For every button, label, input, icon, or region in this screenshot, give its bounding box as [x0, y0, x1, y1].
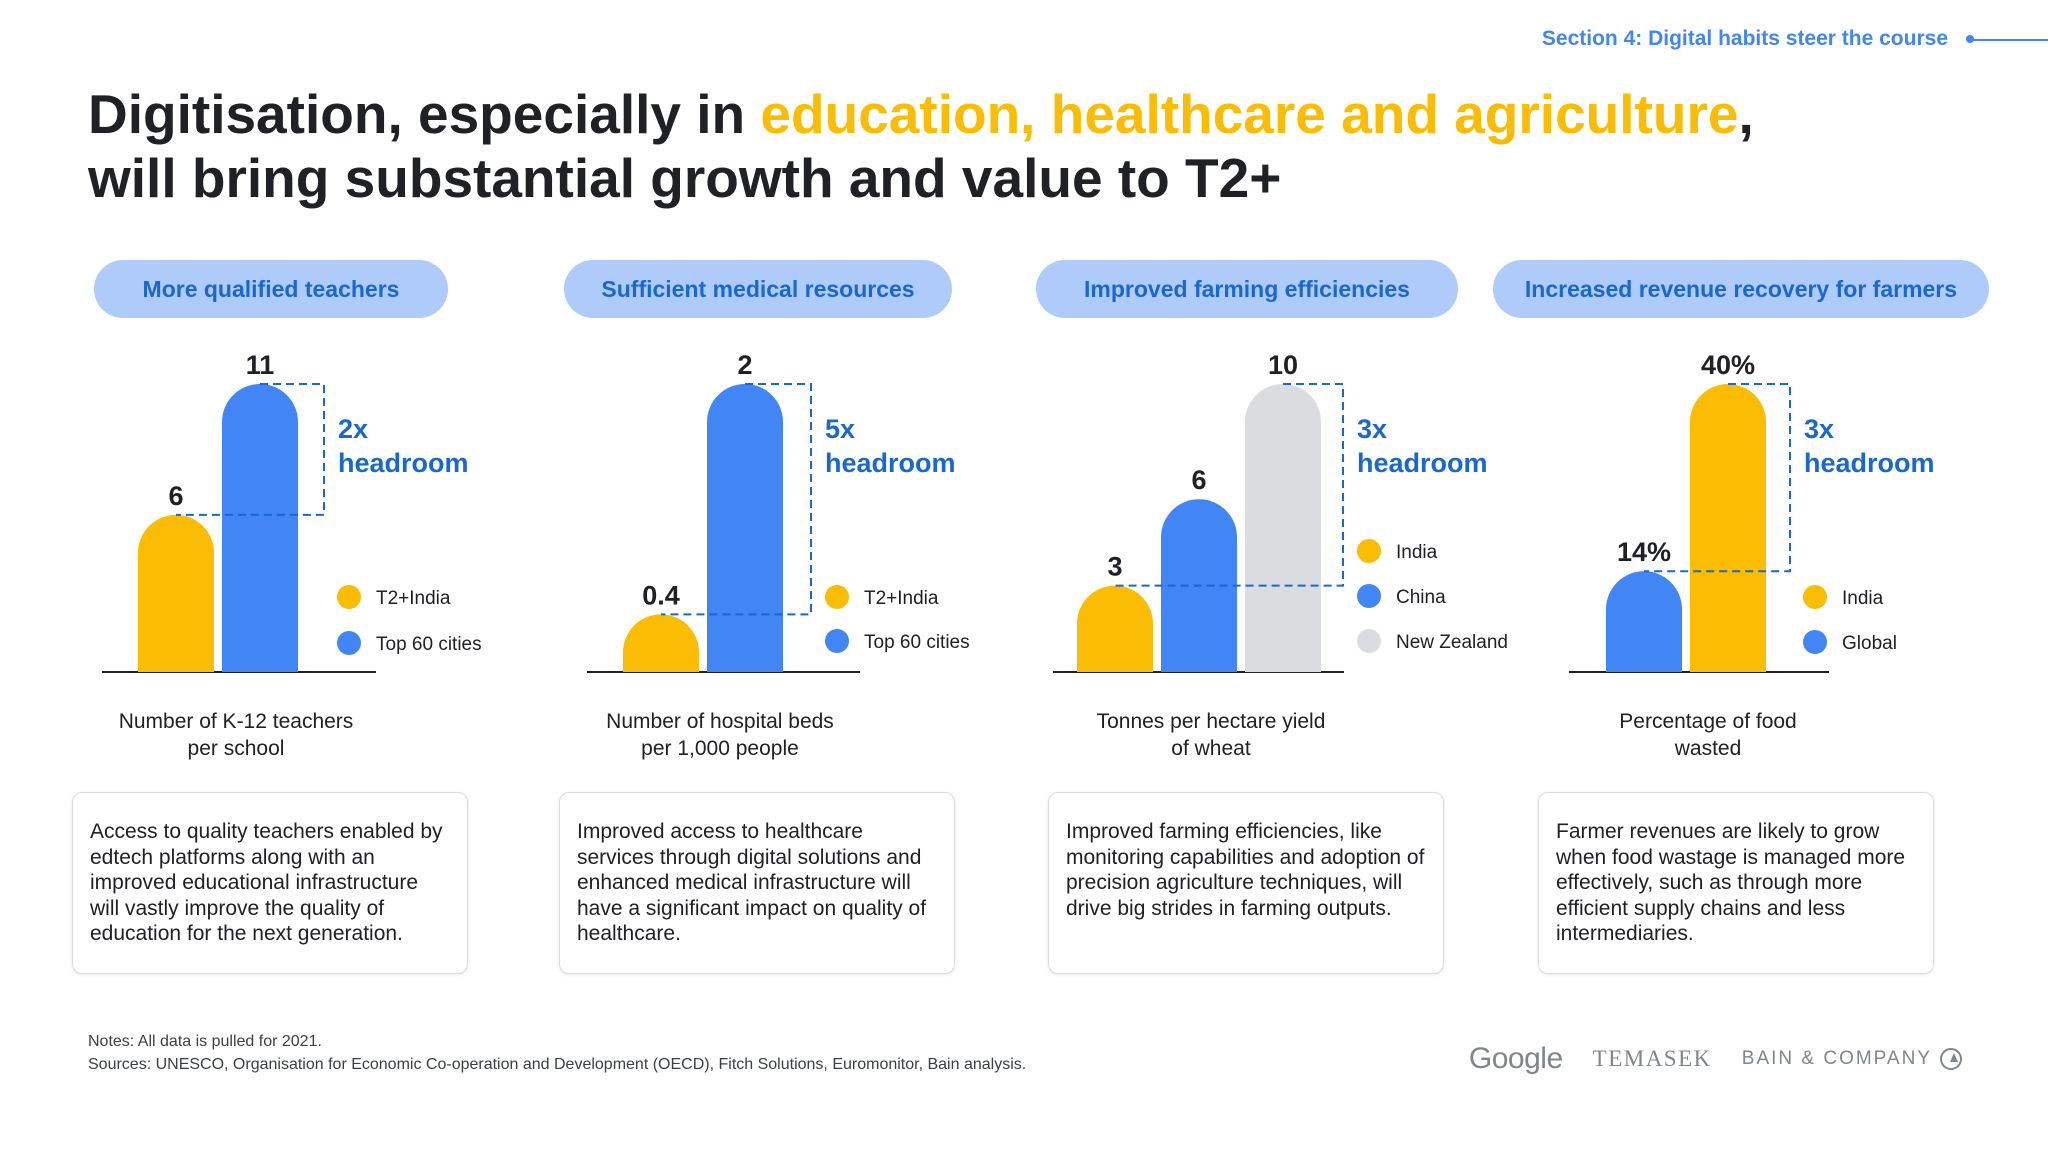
- pill-revenue: Increased revenue recovery for farmers: [1493, 260, 1989, 318]
- caption-medical-l2: per 1,000 people: [641, 737, 799, 760]
- chart-1-headroom-multiplier: 2x: [338, 414, 368, 444]
- chart-1-bar-1: [138, 514, 214, 672]
- title-line2: will bring substantial growth and value …: [88, 147, 1282, 209]
- chart-1-legend-swatch-1: [337, 585, 361, 609]
- chart-1-bar-2: [222, 384, 298, 672]
- section-line: [1972, 39, 2048, 41]
- caption-revenue: Percentage of food wasted: [1548, 708, 1868, 762]
- chart-2-value-label-2: 2: [737, 350, 752, 380]
- card-revenue: Farmer revenues are likely to grow when …: [1538, 792, 1934, 974]
- card-teachers-text: Access to quality teachers enabled by ed…: [90, 820, 443, 945]
- chart-3-legend-label-2: China: [1396, 587, 1446, 608]
- caption-revenue-l1: Percentage of food: [1619, 710, 1797, 733]
- card-revenue-text: Farmer revenues are likely to grow when …: [1556, 820, 1906, 945]
- sources-text: Sources: UNESCO, Organisation for Econom…: [88, 1056, 1027, 1073]
- chart-4-headroom-multiplier: 3x: [1804, 414, 1834, 444]
- chart-4-legend-label-2: Global: [1842, 633, 1897, 654]
- bain-logo-text: BAIN & COMPANY: [1741, 1048, 1932, 1069]
- footnotes: Notes: All data is pulled for 2021. Sour…: [88, 1030, 1026, 1076]
- chart-4-headroom-label: headroom: [1804, 448, 1935, 478]
- charts-svg: 6 11 2x headroom T2+India Top 60 cities 0.4 2 5x…: [102, 350, 1935, 673]
- chart-3-headroom-multiplier: 3x: [1357, 414, 1387, 444]
- card-medical-text: Improved access to healthcare services t…: [577, 820, 927, 945]
- card-teachers: Access to quality teachers enabled by ed…: [72, 792, 468, 974]
- chart-2-legend-swatch-1: [825, 585, 849, 609]
- title-highlight: education, healthcare and agriculture: [760, 83, 1739, 145]
- chart-3-legend-swatch-2: [1357, 584, 1381, 608]
- chart-1-headroom-bracket: [176, 383, 325, 516]
- chart-2-bar-1: [623, 614, 699, 672]
- chart-1-headroom-label: headroom: [338, 448, 469, 478]
- temasek-logo: TEMASEK: [1592, 1046, 1712, 1071]
- chart-2-headroom-label: headroom: [825, 448, 956, 478]
- title-part2: ,: [1738, 83, 1754, 145]
- pill-teachers: More qualified teachers: [94, 260, 448, 318]
- google-logo: Google: [1468, 1042, 1563, 1075]
- card-medical: Improved access to healthcare services t…: [559, 792, 955, 974]
- caption-revenue-l2: wasted: [1674, 737, 1742, 760]
- card-farming-text: Improved farming efficiencies, like moni…: [1066, 820, 1425, 920]
- notes-text: Notes: All data is pulled for 2021.: [88, 1033, 322, 1050]
- chart-3-headroom-bracket: [1115, 383, 1344, 587]
- chart-3-value-label-1: 3: [1107, 552, 1122, 582]
- chart-2-legend-label-2: Top 60 cities: [864, 632, 970, 653]
- pill-medical: Sufficient medical resources: [564, 260, 952, 318]
- title-part1: Digitisation, especially in: [88, 83, 761, 145]
- caption-medical-l1: Number of hospital beds: [606, 710, 834, 733]
- chart-3-value-label-2: 6: [1191, 465, 1206, 495]
- pill-farming: Improved farming efficiencies: [1036, 260, 1458, 318]
- chart-1-legend-label-1: T2+India: [376, 588, 451, 609]
- chart-2-headroom-bracket: [661, 383, 812, 616]
- chart-1-value-label-1: 6: [168, 481, 183, 511]
- chart-3-legend-swatch-3: [1357, 629, 1381, 653]
- chart-2-legend-swatch-2: [825, 629, 849, 653]
- chart-3-bar-3: [1245, 384, 1321, 672]
- chart-3-bar-1: [1077, 585, 1153, 672]
- chart-4-headroom-bracket: [1644, 383, 1791, 573]
- chart-2-legend-label-1: T2+India: [864, 588, 939, 609]
- section-tag: Section 4: Digital habits steer the cour…: [1541, 27, 1948, 50]
- section-dot: [1966, 35, 1974, 43]
- chart-3-value-label-3: 10: [1268, 350, 1298, 380]
- chart-3-headroom-label: headroom: [1357, 448, 1488, 478]
- chart-4-bar-1: [1606, 571, 1682, 672]
- bain-mark-icon: [1940, 1048, 1962, 1070]
- caption-teachers-l1: Number of K-12 teachers: [118, 710, 354, 733]
- partner-logos: Google TEMASEK BAIN & COMPANY: [1469, 1042, 1962, 1076]
- chart-4-legend-swatch-1: [1803, 585, 1827, 609]
- chart-3-legend-label-1: India: [1396, 542, 1438, 563]
- card-farming: Improved farming efficiencies, like moni…: [1048, 792, 1444, 974]
- chart-4-legend-swatch-2: [1803, 630, 1827, 654]
- caption-farming-l1: Tonnes per hectare yield: [1096, 710, 1326, 733]
- caption-teachers-l2: per school: [187, 737, 285, 760]
- chart-1-legend-swatch-2: [337, 631, 361, 655]
- caption-farming: Tonnes per hectare yield of wheat: [1051, 708, 1371, 762]
- chart-1-value-label-2: 11: [246, 350, 275, 380]
- chart-2-headroom-multiplier: 5x: [825, 414, 855, 444]
- chart-4-value-label-2: 40%: [1701, 350, 1755, 380]
- chart-2-bar-2: [707, 384, 783, 672]
- bain-logo: BAIN & COMPANY: [1742, 1048, 1962, 1070]
- caption-medical: Number of hospital beds per 1,000 people: [560, 708, 880, 762]
- page-title: Digitisation, especially in education, h…: [88, 82, 1968, 210]
- chart-3-legend-swatch-1: [1357, 539, 1381, 563]
- caption-farming-l2: of wheat: [1171, 737, 1251, 760]
- chart-4-value-label-1: 14%: [1617, 537, 1671, 567]
- caption-teachers: Number of K-12 teachers per school: [76, 708, 396, 762]
- chart-3-legend-label-3: New Zealand: [1396, 632, 1508, 653]
- chart-2-value-label-1: 0.4: [642, 580, 680, 610]
- chart-4-bar-2: [1690, 384, 1766, 672]
- chart-4-legend-label-1: India: [1842, 588, 1884, 609]
- chart-1-legend-label-2: Top 60 cities: [376, 634, 482, 655]
